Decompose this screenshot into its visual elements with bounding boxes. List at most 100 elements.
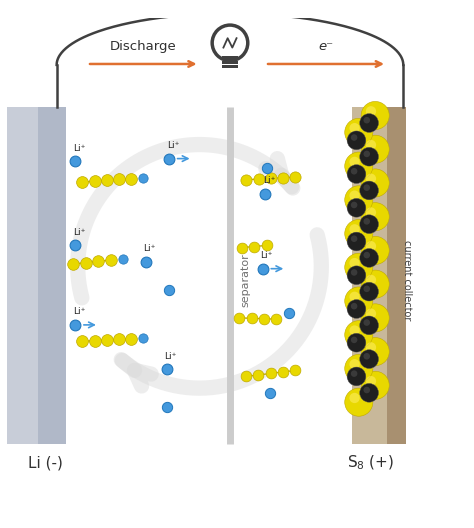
Circle shape: [349, 325, 360, 336]
Point: [236, 314, 243, 322]
Text: Li⁺: Li⁺: [263, 176, 275, 185]
Circle shape: [349, 359, 360, 370]
Text: e⁻: e⁻: [319, 40, 334, 53]
Point: [119, 254, 127, 263]
Circle shape: [345, 388, 373, 416]
Text: Li⁺: Li⁺: [73, 307, 85, 316]
Point: [255, 175, 262, 183]
Circle shape: [345, 220, 373, 248]
Point: [115, 175, 123, 184]
Circle shape: [345, 152, 373, 180]
Point: [266, 389, 273, 397]
Circle shape: [349, 258, 360, 268]
Text: Discharge: Discharge: [110, 40, 177, 53]
Point: [91, 177, 99, 185]
Circle shape: [366, 140, 376, 150]
Circle shape: [360, 282, 378, 301]
Circle shape: [366, 241, 376, 251]
Circle shape: [360, 114, 378, 133]
Point: [72, 320, 79, 329]
Circle shape: [360, 249, 378, 267]
Circle shape: [364, 319, 370, 326]
Circle shape: [349, 393, 360, 403]
Point: [163, 365, 171, 374]
Point: [139, 334, 147, 342]
Circle shape: [364, 286, 370, 292]
Text: Li⁺: Li⁺: [73, 228, 85, 237]
Circle shape: [361, 270, 389, 298]
Circle shape: [361, 371, 389, 399]
Circle shape: [347, 266, 366, 285]
Circle shape: [361, 203, 389, 231]
Point: [128, 335, 135, 343]
Point: [127, 174, 135, 183]
Circle shape: [360, 147, 378, 166]
Point: [261, 190, 269, 198]
Circle shape: [349, 157, 360, 167]
Circle shape: [345, 320, 373, 349]
Point: [107, 256, 115, 264]
Circle shape: [361, 135, 389, 163]
Point: [72, 241, 79, 250]
Text: Li⁺: Li⁺: [164, 352, 177, 361]
Circle shape: [351, 134, 357, 141]
Circle shape: [364, 252, 370, 258]
Bar: [387, 107, 406, 445]
Circle shape: [364, 150, 370, 157]
Text: Li (-): Li (-): [27, 456, 63, 470]
Circle shape: [361, 304, 389, 332]
Circle shape: [349, 224, 360, 234]
Circle shape: [347, 299, 366, 318]
Point: [260, 315, 267, 323]
Point: [91, 336, 99, 345]
Point: [115, 335, 123, 344]
Text: Li⁺: Li⁺: [73, 144, 85, 153]
Circle shape: [345, 118, 373, 146]
Circle shape: [366, 342, 376, 353]
Point: [267, 174, 274, 183]
Point: [272, 315, 280, 323]
Point: [279, 367, 286, 376]
Circle shape: [366, 376, 376, 386]
Circle shape: [347, 333, 366, 352]
Circle shape: [351, 269, 357, 276]
Point: [264, 164, 271, 172]
Point: [259, 265, 266, 273]
Point: [142, 258, 149, 266]
Point: [139, 174, 147, 182]
Point: [165, 154, 173, 163]
Point: [163, 403, 171, 411]
Point: [285, 309, 292, 317]
Circle shape: [351, 337, 357, 343]
Bar: [222, 61, 238, 64]
Circle shape: [347, 232, 366, 251]
Circle shape: [360, 181, 378, 200]
Point: [238, 243, 246, 252]
Circle shape: [366, 106, 376, 117]
Point: [94, 257, 102, 266]
Circle shape: [345, 186, 373, 214]
Circle shape: [347, 131, 366, 150]
Point: [255, 371, 262, 379]
Circle shape: [349, 191, 360, 201]
Point: [263, 241, 271, 250]
Circle shape: [364, 218, 370, 224]
Circle shape: [349, 123, 360, 133]
Circle shape: [361, 237, 389, 265]
Point: [250, 242, 258, 251]
Circle shape: [347, 367, 366, 386]
Circle shape: [351, 202, 357, 208]
Circle shape: [351, 168, 357, 175]
Text: Li⁺: Li⁺: [143, 244, 155, 253]
Point: [291, 366, 299, 375]
Circle shape: [351, 235, 357, 242]
Point: [103, 336, 110, 344]
Circle shape: [366, 308, 376, 319]
Text: current collector: current collector: [401, 240, 411, 320]
Point: [248, 314, 255, 323]
Circle shape: [361, 169, 389, 197]
Circle shape: [364, 353, 370, 360]
Circle shape: [345, 287, 373, 315]
Bar: [222, 56, 238, 59]
Circle shape: [360, 215, 378, 233]
